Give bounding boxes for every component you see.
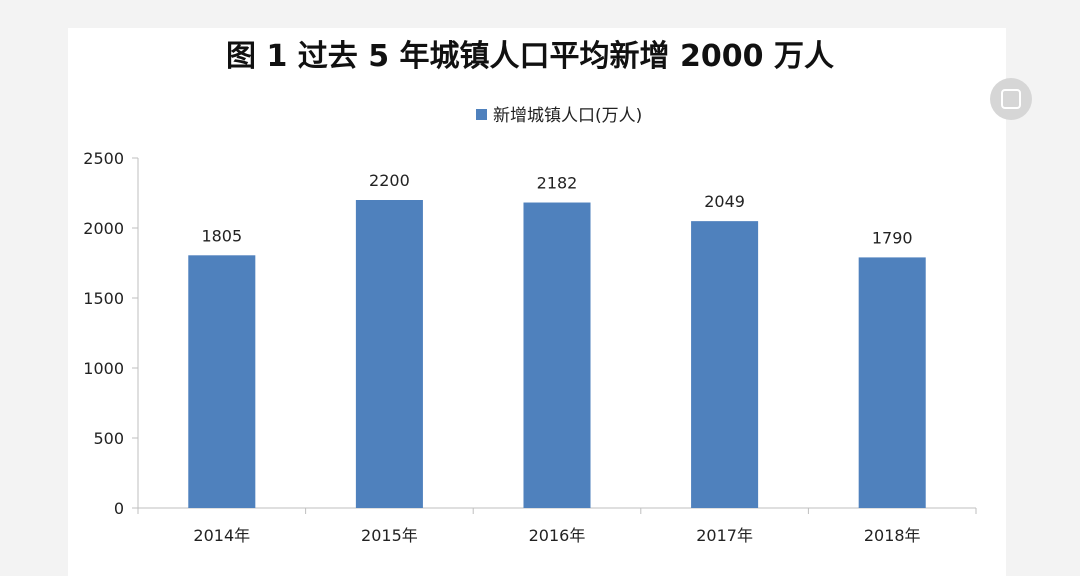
x-tick-label: 2018年 [864, 526, 921, 545]
x-tick-label: 2016年 [529, 526, 586, 545]
watermark-icon [990, 78, 1032, 120]
bar-chart: 图 1 过去 5 年城镇人口平均新增 2000 万人 新增城镇人口(万人) 0 5… [83, 39, 977, 545]
x-tick-label: 2014年 [193, 526, 250, 545]
bars: 1805 2200 2182 2049 1790 [188, 171, 926, 508]
y-tick-label: 2500 [83, 149, 124, 168]
chart-canvas: 图 1 过去 5 年城镇人口平均新增 2000 万人 新增城镇人口(万人) 0 5… [68, 28, 1032, 576]
bar [188, 255, 256, 508]
y-axis: 0 500 1000 1500 2000 2500 [83, 149, 139, 518]
data-label: 1805 [201, 226, 242, 245]
y-tick-label: 1500 [83, 289, 124, 308]
bar [858, 257, 926, 508]
legend-label: 新增城镇人口(万人) [493, 106, 642, 126]
x-axis: 2014年 2015年 2016年 2017年 2018年 [137, 507, 977, 545]
legend-swatch [476, 109, 487, 120]
y-tick-label: 0 [114, 499, 124, 518]
bar [355, 200, 423, 508]
chart-title: 图 1 过去 5 年城镇人口平均新增 2000 万人 [226, 39, 834, 74]
x-tick-label: 2017年 [696, 526, 753, 545]
legend: 新增城镇人口(万人) [476, 106, 642, 126]
data-label: 2049 [704, 192, 745, 211]
y-tick-label: 2000 [83, 219, 124, 238]
data-label: 2200 [369, 171, 410, 190]
data-label: 2182 [537, 174, 578, 193]
bar [523, 202, 591, 508]
data-label: 1790 [872, 228, 913, 247]
y-tick-label: 1000 [83, 359, 124, 378]
y-tick-label: 500 [93, 429, 124, 448]
bar [691, 221, 759, 508]
x-tick-label: 2015年 [361, 526, 418, 545]
